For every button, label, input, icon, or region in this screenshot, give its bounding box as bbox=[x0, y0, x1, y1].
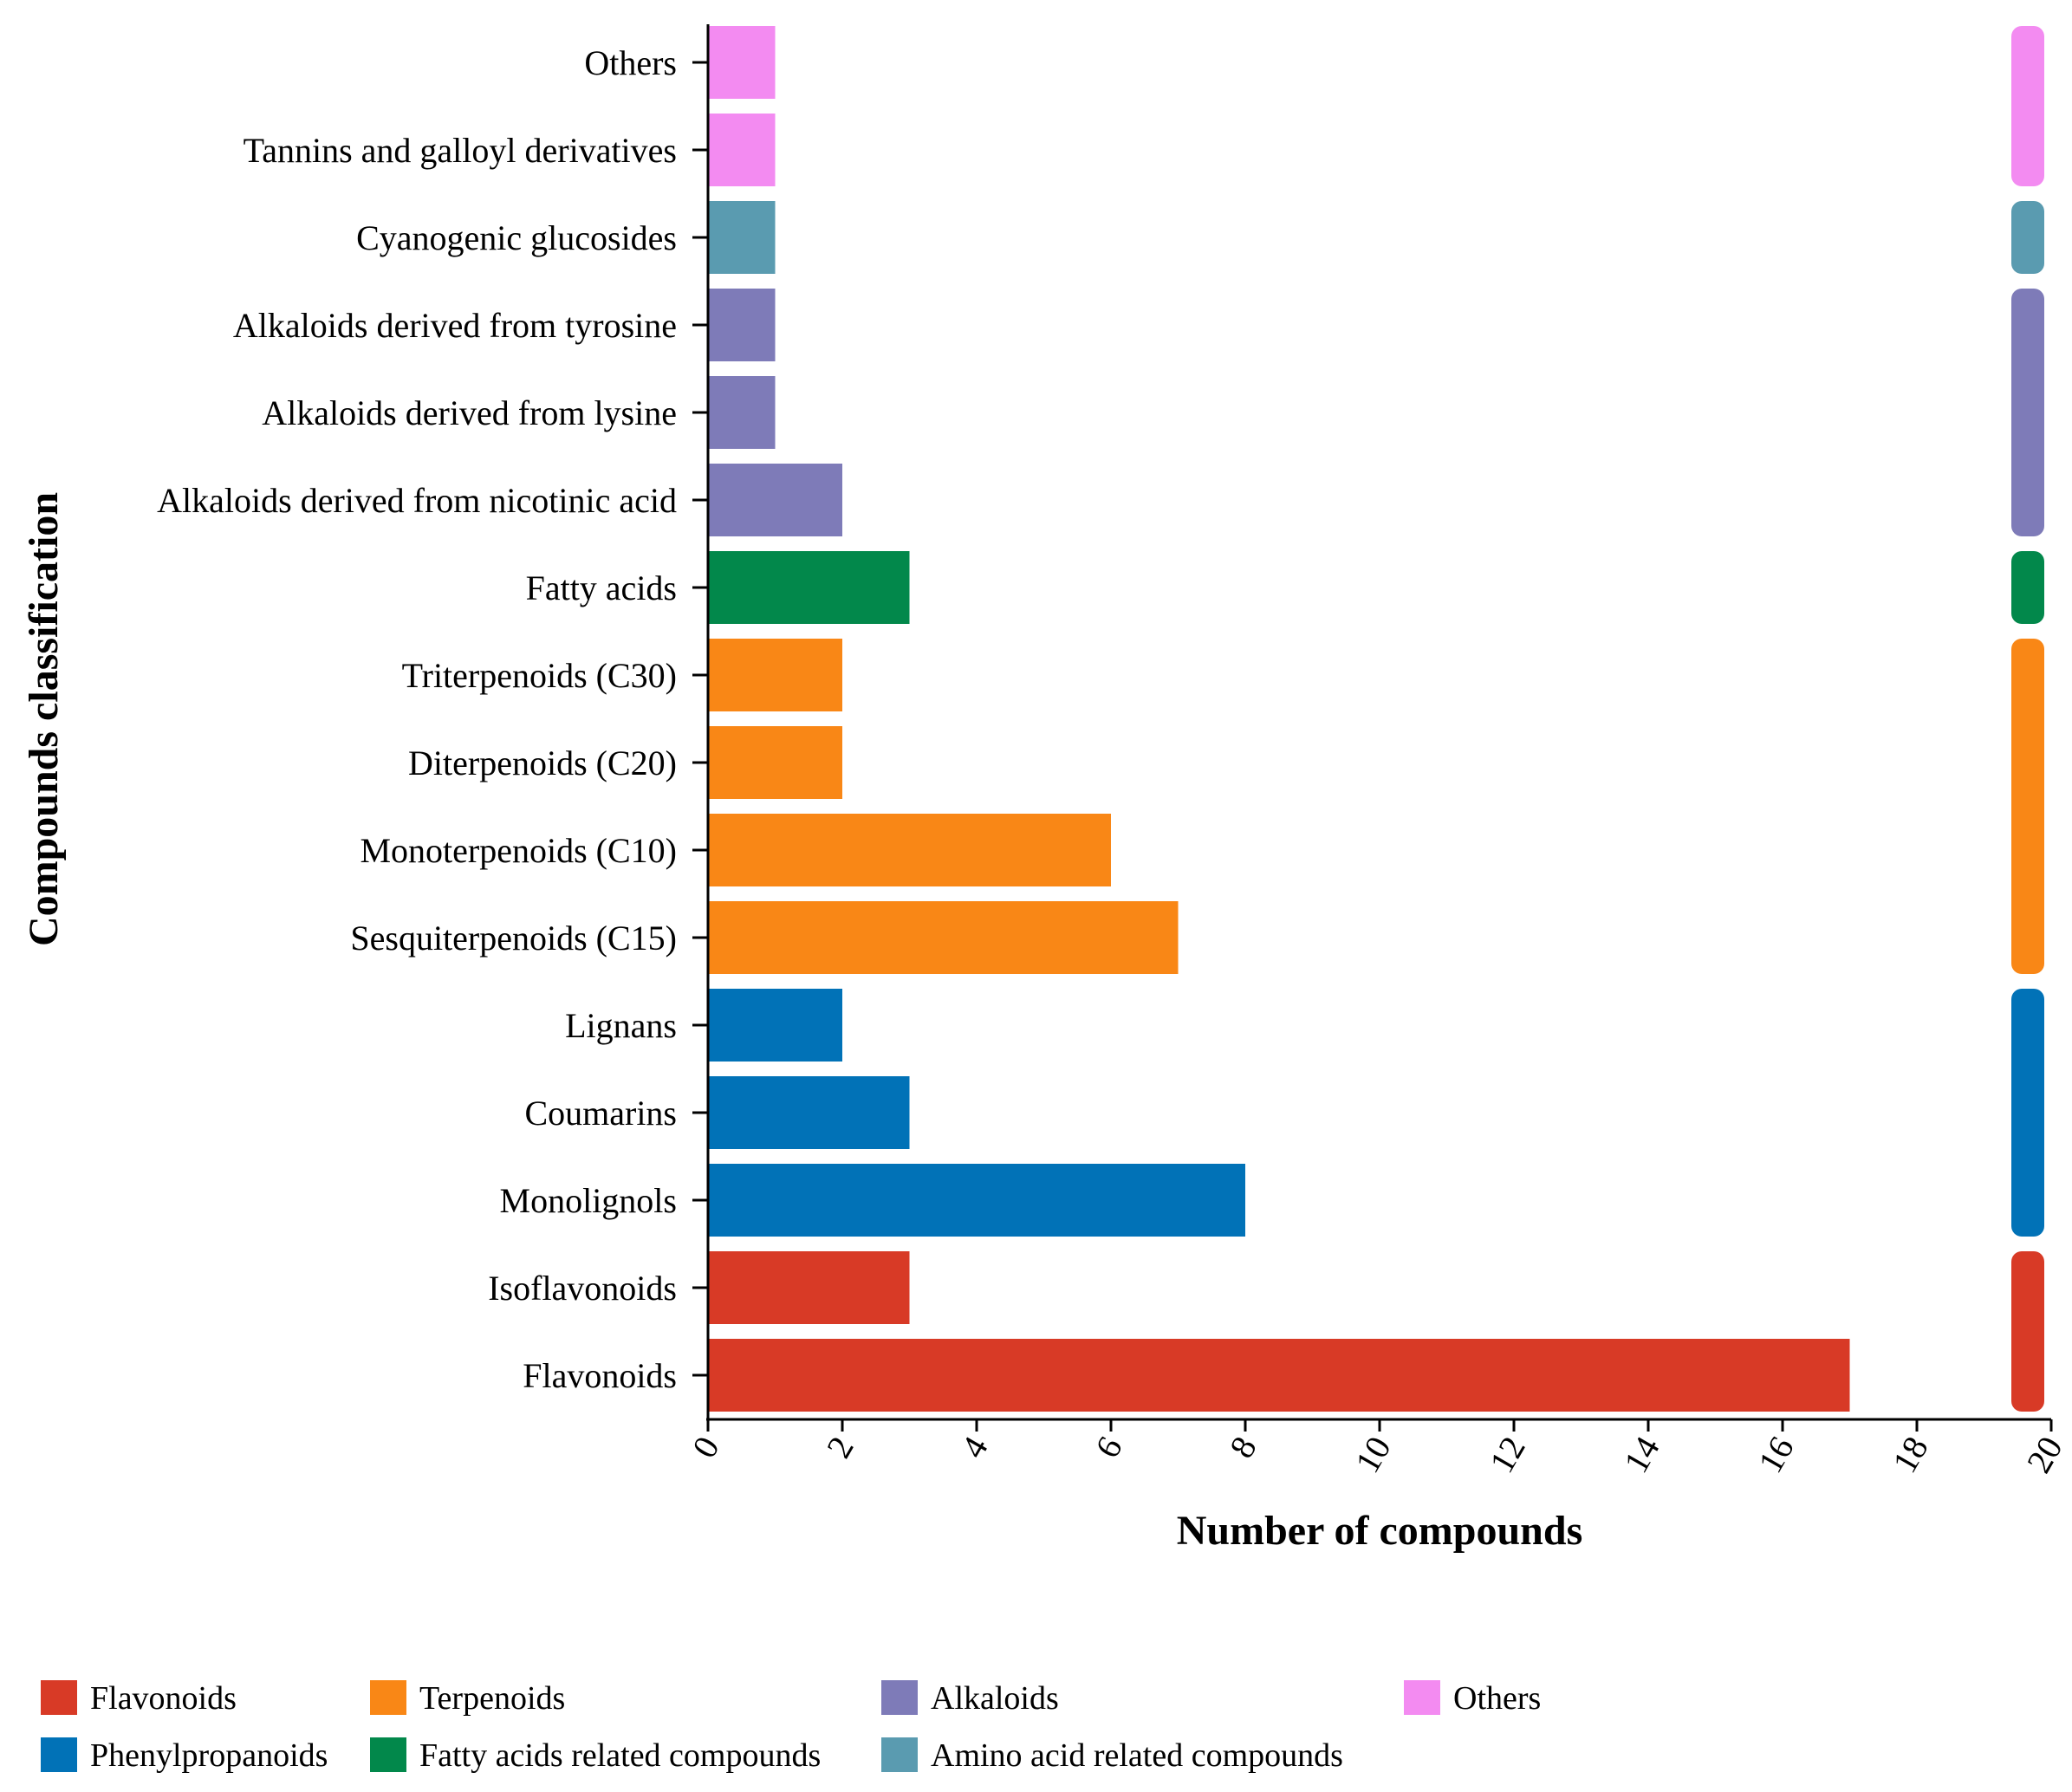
x-tick-label: 14 bbox=[1616, 1430, 1667, 1479]
x-ticks: 0 2 4 6 8 10 12 14 16 18 20 bbox=[685, 1419, 2070, 1479]
bar-sesquiterpenoids-c15 bbox=[708, 901, 1179, 974]
x-axis-title: Number of compounds bbox=[1177, 1508, 1583, 1554]
bars bbox=[708, 26, 1850, 1412]
bar-others bbox=[708, 26, 776, 99]
y-axis-title: Compounds classification bbox=[21, 492, 67, 946]
x-tick-label: 0 bbox=[685, 1430, 727, 1464]
x-tick-label: 16 bbox=[1750, 1430, 1802, 1479]
bar-triterpenoids-c30 bbox=[708, 639, 842, 711]
y-tick-label: Others bbox=[584, 43, 677, 82]
legend: Flavonoids Terpenoids Alkaloids Others Pheny… bbox=[41, 1680, 1541, 1774]
y-tick-label: Flavonoids bbox=[523, 1356, 677, 1395]
legend-swatch-terpenoids bbox=[370, 1680, 406, 1715]
bar-cyanogenic-glucosides bbox=[708, 201, 776, 274]
x-tick-label: 8 bbox=[1222, 1430, 1264, 1464]
x-tick-label: 2 bbox=[819, 1430, 861, 1464]
bar-coumarins bbox=[708, 1076, 910, 1149]
bar-isoflavonoids bbox=[708, 1251, 910, 1324]
x-tick-label: 12 bbox=[1482, 1430, 1533, 1479]
y-tick-label: Fatty acids bbox=[526, 568, 677, 607]
legend-label-terpenoids: Terpenoids bbox=[419, 1680, 565, 1717]
legend-swatch-phenylpropanoids bbox=[41, 1737, 77, 1772]
y-tick-label: Sesquiterpenoids (C15) bbox=[350, 919, 677, 958]
group-strip-others bbox=[2011, 26, 2044, 186]
group-strips bbox=[2011, 26, 2044, 1412]
group-strip-amino-acid-related-compounds bbox=[2011, 201, 2044, 274]
bar-alkaloids-derived-from-nicotinic-acid bbox=[708, 464, 842, 536]
legend-swatch-flavonoids bbox=[41, 1680, 77, 1715]
y-tick-label: Alkaloids derived from nicotinic acid bbox=[157, 481, 677, 520]
y-tick-label: Alkaloids derived from lysine bbox=[262, 393, 677, 432]
x-tick-label: 4 bbox=[953, 1430, 996, 1464]
bar-lignans bbox=[708, 989, 842, 1062]
bar-alkaloids-derived-from-lysine bbox=[708, 376, 776, 449]
y-tick-label: Diterpenoids (C20) bbox=[408, 743, 677, 782]
group-strip-terpenoids bbox=[2011, 639, 2044, 974]
bar-monolignols bbox=[708, 1164, 1245, 1237]
group-strip-alkaloids bbox=[2011, 289, 2044, 536]
legend-label-phenylpropanoids: Phenylpropanoids bbox=[90, 1737, 328, 1774]
bar-alkaloids-derived-from-tyrosine bbox=[708, 289, 776, 361]
y-ticks: Flavonoids Isoflavonoids Monolignols Coumar… bbox=[157, 43, 708, 1395]
x-tick-label: 10 bbox=[1348, 1430, 1399, 1479]
y-tick-label: Coumarins bbox=[524, 1094, 677, 1133]
y-tick-label: Alkaloids derived from tyrosine bbox=[233, 306, 677, 345]
legend-label-others: Others bbox=[1453, 1680, 1541, 1717]
bar-tannins-and-galloyl-derivatives bbox=[708, 114, 776, 186]
bar-fatty-acids bbox=[708, 551, 910, 624]
y-tick-label: Monolignols bbox=[500, 1181, 677, 1220]
legend-label-amino-acid-related-compounds: Amino acid related compounds bbox=[931, 1737, 1343, 1774]
y-tick-label: Triterpenoids (C30) bbox=[402, 656, 677, 695]
x-tick-label: 6 bbox=[1088, 1430, 1130, 1464]
x-tick-label: 18 bbox=[1885, 1430, 1936, 1479]
y-tick-label: Monoterpenoids (C10) bbox=[360, 831, 677, 870]
legend-label-flavonoids: Flavonoids bbox=[90, 1680, 237, 1717]
bar-diterpenoids-c20 bbox=[708, 726, 842, 799]
y-tick-label: Lignans bbox=[565, 1006, 677, 1045]
group-strip-phenylpropanoids bbox=[2011, 989, 2044, 1237]
y-tick-label: Cyanogenic glucosides bbox=[356, 218, 677, 257]
x-tick-label: 20 bbox=[2019, 1430, 2070, 1479]
bar-flavonoids bbox=[708, 1339, 1850, 1412]
legend-swatch-amino-acid-related-compounds bbox=[881, 1737, 918, 1772]
legend-swatch-others bbox=[1404, 1680, 1440, 1715]
legend-swatch-alkaloids bbox=[881, 1680, 918, 1715]
bar-monoterpenoids-c10 bbox=[708, 814, 1111, 886]
group-strip-fatty-acids-related-compounds bbox=[2011, 551, 2044, 624]
group-strip-flavonoids bbox=[2011, 1251, 2044, 1412]
legend-label-fatty-acids-related-compounds: Fatty acids related compounds bbox=[419, 1737, 821, 1774]
y-tick-label: Isoflavonoids bbox=[488, 1269, 677, 1308]
y-tick-label: Tannins and galloyl derivatives bbox=[244, 131, 677, 170]
legend-label-alkaloids: Alkaloids bbox=[931, 1680, 1059, 1717]
legend-swatch-fatty-acids-related-compounds bbox=[370, 1737, 406, 1772]
